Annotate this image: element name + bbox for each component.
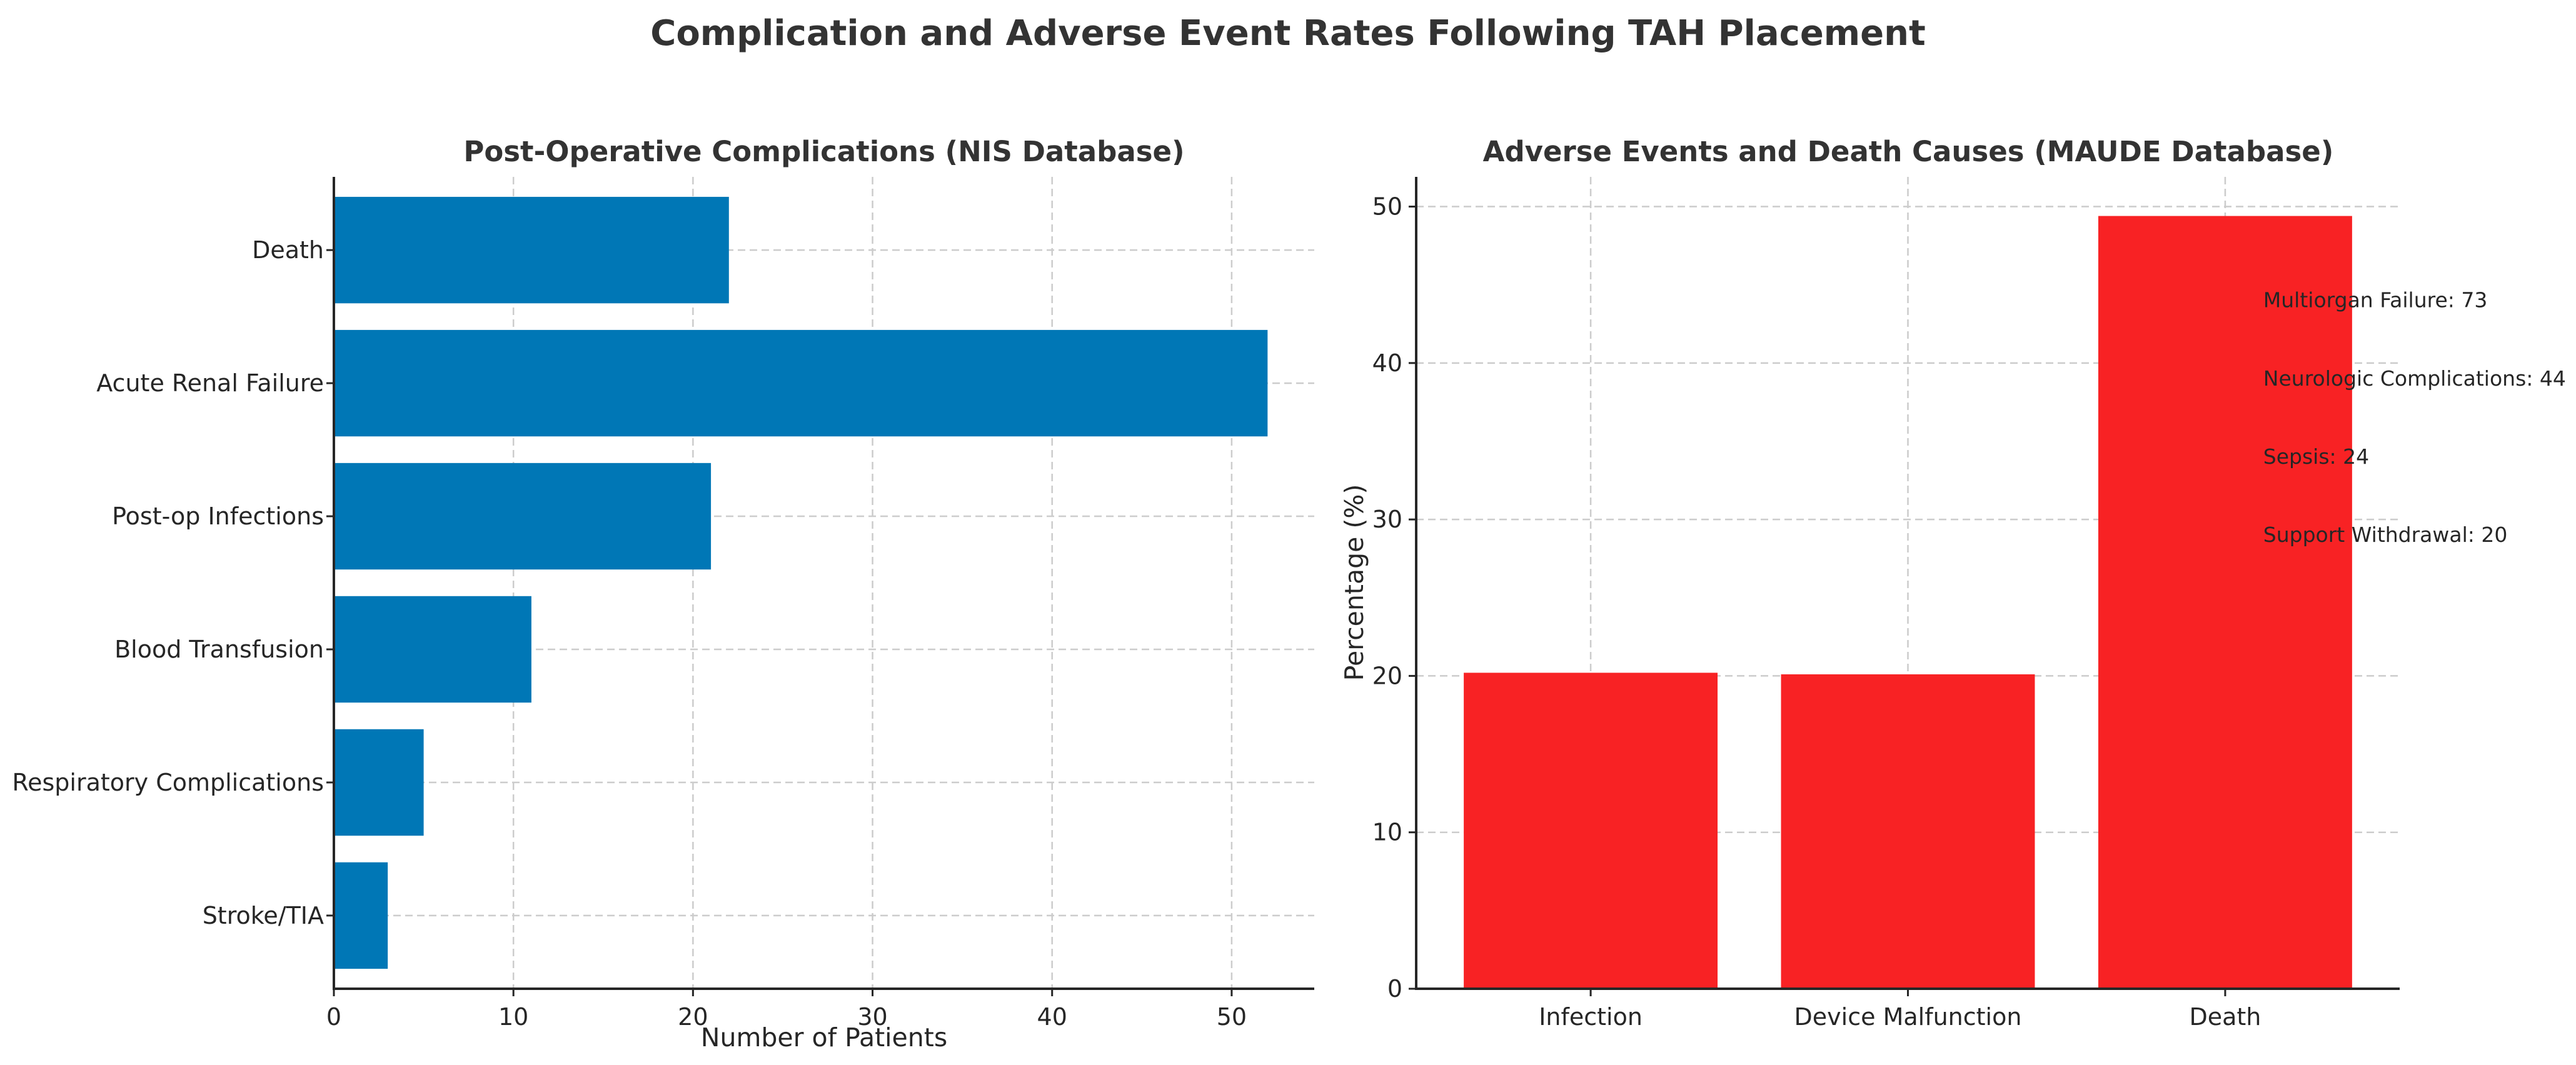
nis-x-ticks: 0 10 20 30 40 50 <box>326 989 1247 1031</box>
nis-y-tick-label-respiratory-complications: Respiratory Complications <box>12 769 324 796</box>
maude-death-causes: Multiorgan Failure: 73 Neurologic Complic… <box>2263 288 2566 547</box>
annotation-neurologic-complications-44: Neurologic Complications: 44 <box>2263 366 2566 391</box>
maude-bars <box>1464 216 2352 989</box>
maude-y-tick-label: 30 <box>1372 506 1402 533</box>
maude-x-ticks: Infection Device Malfunction Death <box>1539 989 2261 1031</box>
bar-death <box>334 196 729 304</box>
maude-y-tick-label: 50 <box>1372 193 1402 221</box>
maude-y-tick-label: 0 <box>1387 975 1402 1002</box>
nis-x-tick-label: 0 <box>326 1003 341 1031</box>
maude-y-tick-label: 10 <box>1372 819 1402 846</box>
maude-y-axis-label: Percentage (%) <box>1339 484 1369 681</box>
nis-x-axis-label: Number of Patients <box>701 1022 947 1052</box>
maude-x-tick-label-device-malfunction: Device Malfunction <box>1794 1003 2022 1031</box>
nis-x-tick-label: 30 <box>857 1003 887 1031</box>
nis-x-tick-label: 40 <box>1037 1003 1067 1031</box>
figure-title: Complication and Adverse Event Rates Fol… <box>650 13 1926 54</box>
bar-blood-transfusion <box>334 596 531 703</box>
maude-x-tick-label-death: Death <box>2189 1003 2261 1031</box>
bar-device-malfunction <box>1781 674 2035 989</box>
nis-y-tick-label-blood-transfusion: Blood Transfusion <box>114 636 324 663</box>
annotation-multiorgan-failure-73: Multiorgan Failure: 73 <box>2263 288 2488 312</box>
bar-stroke-tia <box>334 862 388 969</box>
nis-y-tick-label-acute-renal-failure: Acute Renal Failure <box>96 369 324 397</box>
nis-y-ticks: Death Acute Renal Failure Post-op Infectio… <box>12 236 334 929</box>
annotation-sepsis-24: Sepsis: 24 <box>2263 444 2369 469</box>
nis-x-tick-label: 10 <box>498 1003 528 1031</box>
nis-y-tick-label-post-op-infections: Post-op Infections <box>112 502 324 530</box>
bar-respiratory-complications <box>334 729 424 836</box>
bar-acute-renal-failure <box>334 329 1268 437</box>
nis-chart-title: Post-Operative Complications (NIS Databa… <box>463 135 1184 168</box>
maude-chart-title: Adverse Events and Death Causes (MAUDE D… <box>1483 135 2334 168</box>
maude-y-tick-label: 40 <box>1372 349 1402 377</box>
maude-y-tick-label: 20 <box>1372 662 1402 689</box>
nis-complications-chart: Post-Operative Complications (NIS Databa… <box>12 135 1314 1052</box>
maude-x-tick-label-infection: Infection <box>1539 1003 1643 1031</box>
annotation-support-withdrawal-20: Support Withdrawal: 20 <box>2263 522 2508 547</box>
nis-bars <box>334 196 1268 969</box>
nis-y-tick-label-stroke-tia: Stroke/TIA <box>203 902 324 929</box>
bar-death <box>2098 216 2352 989</box>
nis-x-tick-label: 50 <box>1217 1003 1247 1031</box>
nis-y-tick-label-death: Death <box>252 236 324 264</box>
maude-y-ticks: 0 10 20 30 40 50 <box>1372 193 1416 1002</box>
maude-adverse-events-chart: Adverse Events and Death Causes (MAUDE D… <box>1339 135 2566 1031</box>
nis-x-tick-label: 20 <box>678 1003 708 1031</box>
bar-post-op-infections <box>334 462 712 570</box>
bar-infection <box>1464 672 1718 989</box>
